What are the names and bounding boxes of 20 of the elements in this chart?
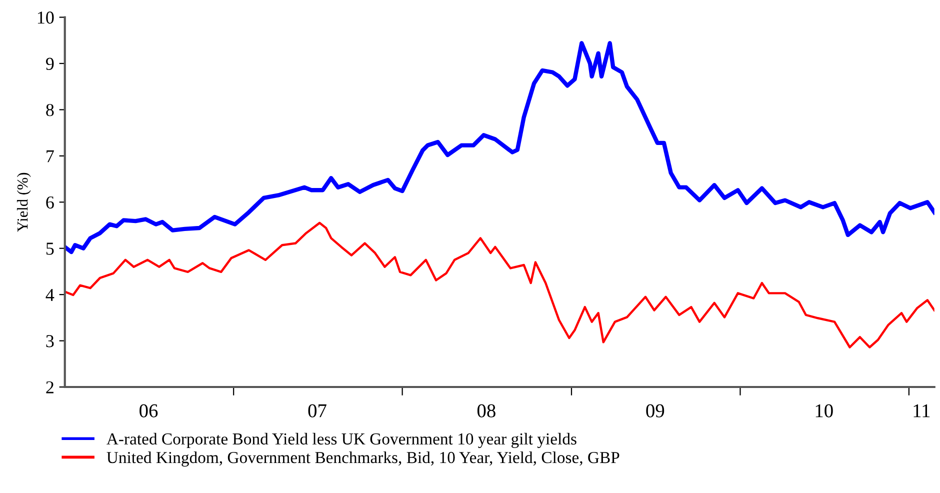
- y-tick-label: 9: [46, 58, 54, 70]
- x-tick-label: 09: [646, 404, 664, 418]
- y-tick-label: 3: [46, 335, 54, 348]
- legend-label: United Kingdom, Government Benchmarks, Bid, 10 Year, Yield, Close, GBP: [106, 451, 620, 467]
- y-tick-label: 6: [46, 196, 54, 209]
- x-tick-label: 08: [477, 404, 496, 418]
- line-series: [65, 222, 934, 348]
- y-tick-label: 8: [46, 104, 54, 116]
- y-tick-label: 2: [46, 381, 54, 394]
- line-series: [64, 41, 934, 254]
- x-tick-label: 06: [140, 404, 158, 418]
- x-tick-label: 10: [816, 404, 833, 418]
- y-tick-label: 5: [46, 242, 54, 255]
- legend-label: A-rated Corporate Bond Yield less UK Government 10 year gilt yields: [106, 432, 576, 448]
- x-tick-label: 11: [914, 404, 930, 418]
- y-tick-label: 4: [46, 288, 54, 301]
- y-tick-label: 7: [46, 150, 54, 162]
- y-tick-label: 10: [38, 12, 54, 24]
- x-tick-label: 07: [308, 404, 326, 418]
- y-axis-title: Yield (%): [16, 172, 31, 232]
